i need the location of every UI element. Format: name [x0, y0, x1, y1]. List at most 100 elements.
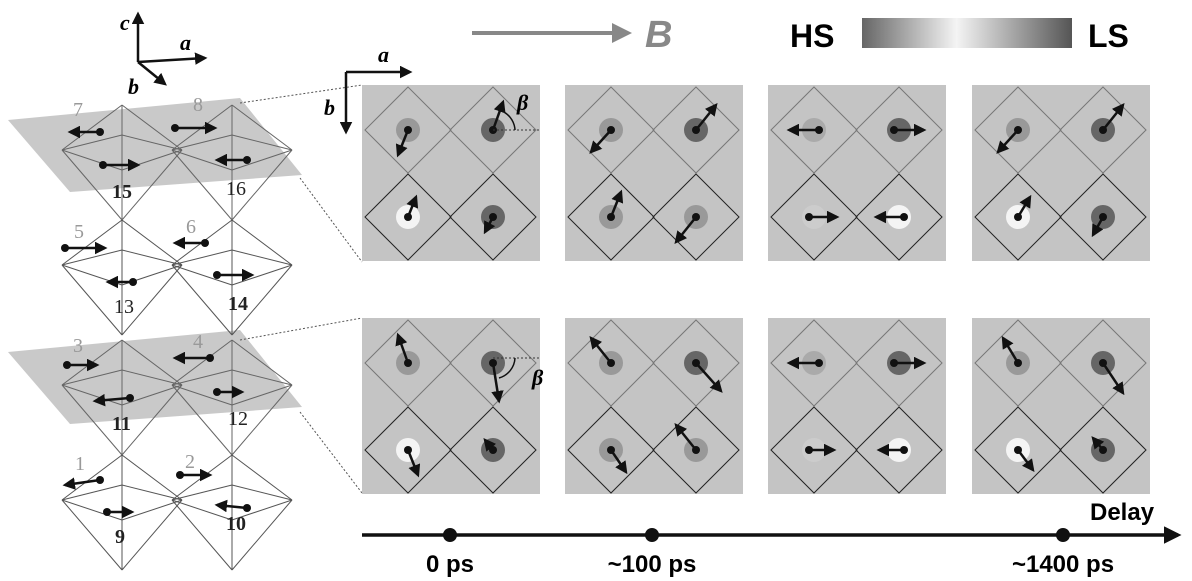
- spin-dot: [1099, 446, 1107, 454]
- spin-dot: [900, 213, 908, 221]
- spin-dot: [176, 471, 184, 479]
- timeline-tick: ~100 ps: [608, 551, 697, 578]
- spin-dot: [890, 359, 898, 367]
- connector: [240, 318, 362, 340]
- site-number: 3: [73, 335, 83, 357]
- spin-dot: [243, 504, 251, 512]
- spin-dot: [1014, 359, 1022, 367]
- spin-dot: [607, 446, 615, 454]
- panel-bg: [768, 85, 946, 261]
- panel-bg: [972, 318, 1150, 494]
- timeline-dot: [645, 528, 659, 542]
- spin-dot: [243, 156, 251, 164]
- connector: [300, 178, 362, 262]
- layer-plane: [8, 330, 302, 424]
- axis-label: c: [120, 10, 130, 35]
- spin-dot: [890, 126, 898, 134]
- site-number: 12: [228, 408, 248, 430]
- panel: [768, 318, 946, 494]
- spin-dot: [692, 126, 700, 134]
- spin-dot: [201, 239, 209, 247]
- site-number: 11: [112, 413, 131, 435]
- spin-dot: [213, 271, 221, 279]
- spin-dot: [206, 354, 214, 362]
- site-number: 10: [226, 513, 246, 535]
- edge: [232, 220, 292, 265]
- legend-ls: LS: [1088, 18, 1129, 54]
- spin-dot: [61, 244, 69, 252]
- connector: [240, 85, 362, 103]
- spin-dot: [129, 278, 137, 286]
- panel: [972, 85, 1150, 261]
- panel-bg: [565, 318, 743, 494]
- edge: [62, 455, 122, 500]
- spin-dot: [1099, 213, 1107, 221]
- site-number: 1: [75, 453, 85, 475]
- figure: c a b B HS LS a b Delay 1234567891011121…: [0, 0, 1192, 581]
- site-number: 2: [185, 451, 195, 473]
- site-number: 5: [74, 221, 84, 243]
- angle-label: β: [516, 90, 529, 115]
- timeline-tick: 0 ps: [426, 551, 474, 578]
- spin-dot: [404, 359, 412, 367]
- spin-dot: [63, 361, 71, 369]
- site-number: 8: [193, 94, 203, 116]
- panel: [362, 318, 540, 494]
- layer-plane: [8, 98, 302, 192]
- crystal-axes: [138, 14, 205, 84]
- spin-arrow: [217, 505, 247, 508]
- panel-bg: [768, 318, 946, 494]
- legend-gradient: [862, 18, 1072, 48]
- spin-dot: [126, 394, 134, 402]
- edge: [62, 485, 122, 500]
- spin-dot: [815, 359, 823, 367]
- spin-dot: [1099, 126, 1107, 134]
- site-number: 14: [228, 293, 248, 315]
- spin-dot: [489, 213, 497, 221]
- panel-bg: [362, 85, 540, 261]
- panel-bg: [565, 85, 743, 261]
- spin-dot: [1099, 359, 1107, 367]
- edge: [122, 250, 182, 265]
- panel: [565, 85, 743, 261]
- spin-dot: [692, 359, 700, 367]
- spin-dot: [404, 446, 412, 454]
- site-number: 4: [193, 331, 203, 353]
- field-label: B: [645, 14, 672, 56]
- legend-hs: HS: [790, 18, 834, 54]
- site-number: 15: [112, 181, 132, 203]
- edge: [62, 220, 122, 265]
- spin-dot: [815, 126, 823, 134]
- spin-dot: [692, 446, 700, 454]
- panel: [565, 318, 743, 494]
- site-number: 9: [115, 526, 125, 548]
- spin-dot: [607, 126, 615, 134]
- edge: [172, 250, 232, 265]
- angle-label: β: [531, 365, 544, 390]
- edge: [122, 220, 182, 265]
- edge: [122, 485, 182, 500]
- spin-dot: [96, 128, 104, 136]
- site-number: 16: [226, 178, 246, 200]
- spin-dot: [99, 161, 107, 169]
- spin-dot: [404, 126, 412, 134]
- spin-dot: [213, 388, 221, 396]
- panel: [362, 85, 540, 261]
- edge: [172, 485, 232, 500]
- spin-dot: [805, 446, 813, 454]
- timeline-dot: [1056, 528, 1070, 542]
- axis-label: b: [128, 74, 139, 99]
- spin-dot: [1014, 213, 1022, 221]
- axis-label: a: [378, 42, 389, 67]
- timeline-dot: [443, 528, 457, 542]
- panel: [972, 318, 1150, 494]
- panel: [768, 85, 946, 261]
- site-number: 6: [186, 216, 196, 238]
- panel-bg: [362, 318, 540, 494]
- edge: [232, 455, 292, 500]
- spin-dot: [607, 213, 615, 221]
- spin-dot: [1014, 126, 1022, 134]
- site-number: 7: [73, 99, 83, 121]
- spin-dot: [103, 508, 111, 516]
- edge: [62, 250, 122, 265]
